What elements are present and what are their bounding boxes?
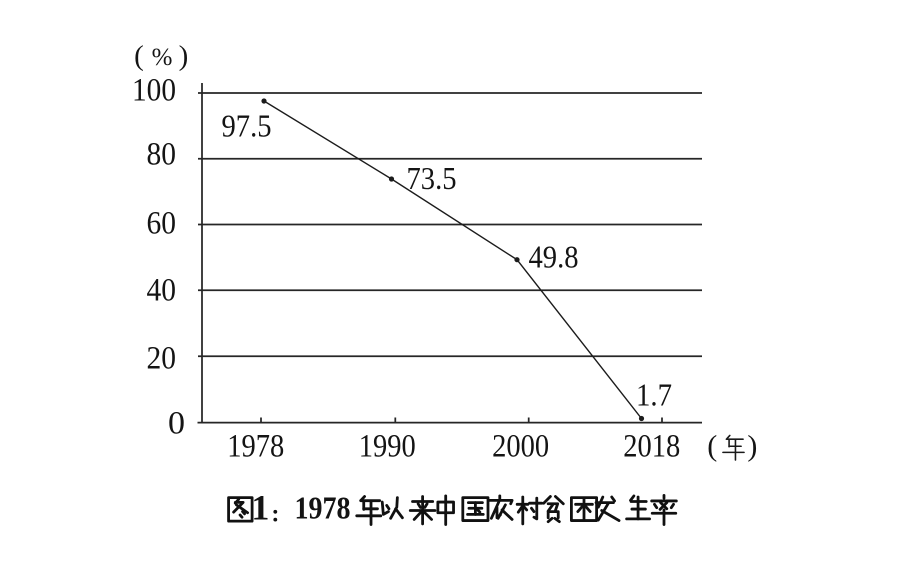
svg-text:): ) [747, 429, 757, 462]
svg-text:(: ( [134, 40, 144, 72]
svg-text:1978: 1978 [227, 429, 284, 465]
svg-text:1990: 1990 [359, 429, 416, 465]
svg-text:): ) [179, 40, 189, 72]
svg-text:73.5: 73.5 [407, 160, 457, 196]
svg-text:100: 100 [132, 73, 176, 109]
svg-text:60: 60 [147, 206, 177, 242]
svg-text:2018: 2018 [623, 429, 680, 465]
svg-text:40: 40 [147, 273, 177, 309]
svg-text:20: 20 [147, 341, 177, 377]
svg-text:1: 1 [251, 488, 269, 528]
svg-text:%: % [152, 44, 173, 71]
svg-text:(: ( [707, 429, 717, 462]
svg-text:97.5: 97.5 [222, 108, 272, 144]
svg-text:80: 80 [147, 137, 177, 173]
svg-text:1.7: 1.7 [636, 377, 672, 413]
svg-text:2000: 2000 [492, 429, 549, 465]
svg-text:1978: 1978 [295, 490, 351, 526]
svg-text:49.8: 49.8 [529, 239, 579, 275]
svg-text:0: 0 [168, 406, 185, 442]
